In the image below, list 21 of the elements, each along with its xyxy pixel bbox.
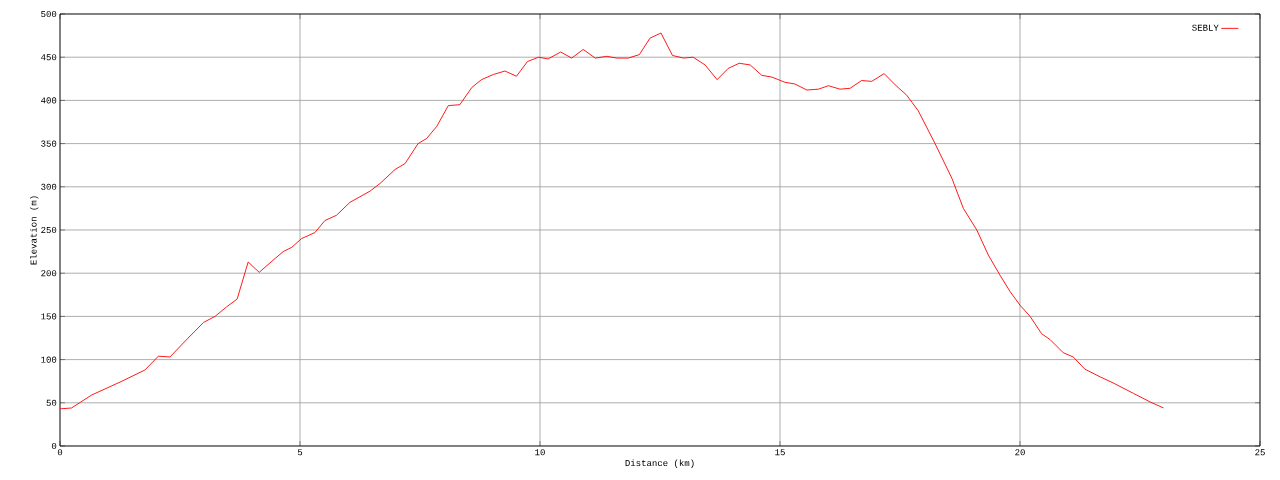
- x-axis-title: Distance (km): [625, 459, 694, 468]
- x-tick-label: 15: [775, 449, 785, 456]
- y-tick-label: 100: [41, 356, 57, 363]
- x-tick-label: 5: [297, 449, 303, 456]
- line-series: [60, 32, 1164, 410]
- legend-label: SEBLY: [1192, 24, 1219, 31]
- y-axis-title: Elevation (m): [30, 196, 39, 265]
- y-tick-label: 150: [41, 313, 57, 320]
- x-tick-label: 10: [535, 449, 545, 456]
- y-tick-label: 300: [41, 183, 57, 190]
- y-tick-label: 0: [51, 442, 57, 450]
- y-tick-label: 400: [41, 97, 57, 104]
- y-tick-label: 350: [41, 140, 57, 147]
- y-tick-label: 50: [46, 399, 57, 406]
- x-tick-label: 0: [57, 449, 63, 456]
- y-tick-label: 250: [41, 226, 57, 234]
- y-tick-label: 450: [41, 54, 57, 61]
- y-tick-label: 200: [41, 270, 57, 277]
- x-tick-label: 25: [1255, 449, 1265, 456]
- y-tick-label: 500: [41, 10, 57, 18]
- x-tick-label: 20: [1015, 449, 1025, 456]
